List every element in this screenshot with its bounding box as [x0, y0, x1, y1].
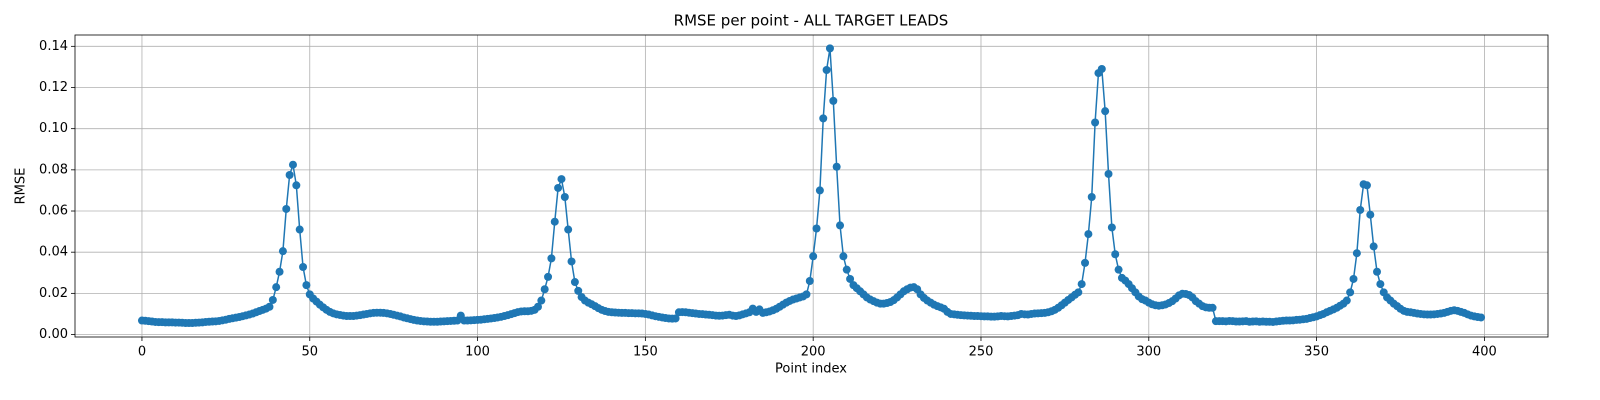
data-point: [567, 257, 576, 266]
y-tick-label: 0.08: [39, 162, 68, 177]
y-tick-label: 0.02: [39, 286, 68, 301]
y-axis-label: RMSE: [14, 168, 29, 205]
data-point: [1373, 267, 1382, 276]
data-point: [574, 286, 583, 295]
x-axis-label: Point index: [775, 362, 847, 377]
data-point: [540, 285, 549, 294]
data-point: [812, 224, 821, 233]
data-point: [1369, 242, 1378, 251]
x-tick-label: 150: [633, 345, 658, 360]
data-point: [1084, 230, 1093, 239]
x-tick-label: 400: [1472, 345, 1497, 360]
data-point: [1208, 303, 1217, 312]
data-point: [1352, 249, 1361, 258]
data-point: [275, 267, 284, 276]
data-point: [809, 252, 818, 261]
data-point: [1342, 296, 1351, 305]
y-tick-label: 0.06: [39, 204, 68, 219]
data-point: [822, 65, 831, 74]
data-point: [1362, 181, 1371, 190]
data-point: [1101, 107, 1110, 116]
data-point: [570, 278, 579, 287]
data-point: [557, 175, 566, 184]
data-point: [1114, 265, 1123, 274]
chart-title: RMSE per point - ALL TARGET LEADS: [674, 12, 949, 30]
data-point: [299, 263, 308, 272]
data-point: [288, 160, 297, 169]
data-point: [1356, 205, 1365, 214]
x-tick-label: 0: [138, 345, 146, 360]
data-point: [1087, 193, 1096, 202]
x-tick-label: 50: [301, 345, 318, 360]
data-point: [282, 204, 291, 213]
data-point: [550, 217, 559, 226]
data-point: [278, 247, 287, 256]
data-point: [544, 272, 553, 281]
y-tick-label: 0.10: [39, 121, 68, 136]
y-tick-label: 0.00: [39, 327, 68, 342]
data-point: [1074, 288, 1083, 297]
data-point: [265, 302, 274, 311]
data-point: [1346, 288, 1355, 297]
data-point: [295, 225, 304, 234]
data-point: [1349, 274, 1358, 283]
data-point: [1077, 280, 1086, 289]
data-point: [292, 181, 301, 190]
data-point: [1107, 223, 1116, 232]
plot-frame: [74, 34, 1549, 338]
x-tick-label: 100: [465, 345, 490, 360]
x-tick-label: 200: [801, 345, 826, 360]
data-point: [268, 295, 277, 304]
data-point: [832, 162, 841, 171]
data-point: [842, 265, 851, 274]
data-point: [564, 225, 573, 234]
data-point: [825, 44, 834, 53]
data-point: [285, 170, 294, 179]
data-point: [1111, 250, 1120, 259]
data-point: [537, 296, 546, 305]
data-point: [560, 193, 569, 202]
data-point: [815, 186, 824, 195]
data-point: [1097, 64, 1106, 73]
y-tick-label: 0.12: [39, 80, 68, 95]
data-point: [1366, 210, 1375, 219]
x-tick-label: 300: [1136, 345, 1161, 360]
data-point: [554, 183, 563, 192]
data-point: [302, 281, 311, 290]
data-point: [1477, 313, 1486, 322]
data-point: [819, 114, 828, 123]
y-tick-label: 0.04: [39, 245, 68, 260]
data-point: [1376, 280, 1385, 289]
y-tick-label: 0.14: [39, 39, 68, 54]
x-tick-label: 350: [1304, 345, 1329, 360]
data-point: [829, 96, 838, 105]
data-point: [272, 283, 281, 292]
data-point: [547, 254, 556, 263]
data-point: [533, 302, 542, 311]
data-point: [671, 314, 680, 323]
data-point: [836, 221, 845, 230]
data-point: [1091, 118, 1100, 127]
data-point: [839, 252, 848, 261]
x-tick-label: 250: [969, 345, 994, 360]
data-point: [805, 277, 814, 286]
data-point: [1081, 258, 1090, 267]
data-point: [1104, 169, 1113, 178]
data-point: [802, 290, 811, 299]
data-point: [846, 274, 855, 283]
